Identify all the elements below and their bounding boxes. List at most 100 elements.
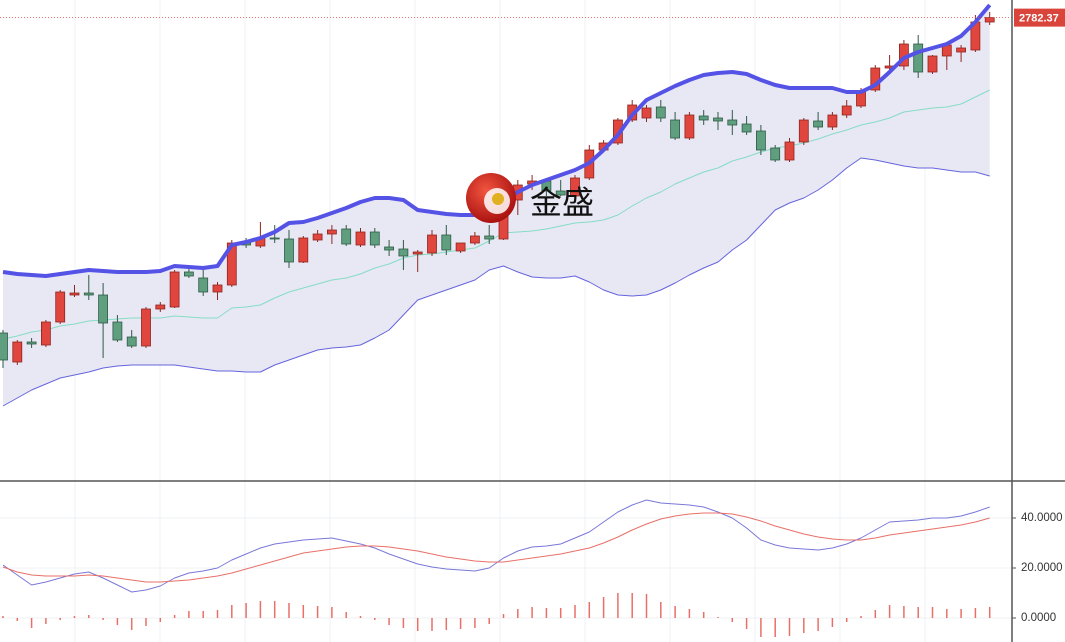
candle-body	[12, 341, 23, 363]
candle-body	[98, 294, 108, 324]
candle-body	[427, 234, 437, 254]
candle-body	[355, 231, 366, 246]
candle-body	[369, 231, 380, 246]
histogram-bar	[88, 615, 90, 618]
histogram-bar	[502, 614, 505, 618]
candle-body	[670, 119, 680, 139]
histogram-bar	[30, 618, 33, 628]
histogram-bar	[545, 608, 548, 618]
histogram-bar	[259, 601, 262, 618]
histogram-bar	[116, 618, 119, 625]
histogram-bar	[517, 609, 519, 618]
y-tick-label: 0.0000	[1021, 612, 1056, 624]
band-fill	[3, 5, 990, 406]
candle-body	[198, 277, 209, 293]
histogram-bar	[888, 605, 891, 618]
histogram-bar	[173, 615, 176, 618]
candle-body	[741, 123, 752, 133]
histogram-bar	[688, 609, 691, 618]
histogram-bar	[946, 609, 948, 618]
histogram-bar	[130, 618, 133, 630]
histogram-bar	[288, 603, 290, 618]
histogram-bar	[374, 618, 376, 620]
histogram-bar	[760, 618, 762, 637]
candle-body	[827, 114, 838, 128]
histogram-bar	[402, 618, 405, 628]
histogram-bar	[845, 618, 848, 622]
candle-body	[684, 114, 695, 139]
candle-body	[155, 304, 166, 310]
histogram-bar	[631, 593, 633, 618]
histogram-bar	[531, 607, 533, 618]
candle-body	[727, 119, 738, 126]
histogram-bar	[960, 609, 962, 618]
histogram-bar	[416, 618, 419, 631]
candle-body	[212, 284, 223, 293]
candle-body	[284, 238, 294, 263]
candle-body	[984, 17, 995, 23]
histogram-bar	[16, 618, 19, 621]
last-price-label: 2782.37	[1019, 13, 1059, 25]
candle-body	[384, 246, 395, 251]
candle-body	[69, 292, 80, 296]
band-middle	[2, 89, 990, 340]
histogram-bar	[2, 616, 4, 618]
histogram-bar	[316, 606, 319, 618]
candle-body	[169, 271, 180, 308]
histogram-bar	[102, 618, 104, 620]
histogram-bar	[860, 616, 862, 618]
histogram-bar	[488, 618, 490, 624]
candle-body	[41, 321, 51, 346]
histogram-bar	[617, 593, 619, 618]
histogram-bar	[788, 618, 791, 636]
histogram-bar	[717, 617, 719, 618]
histogram-bar	[445, 618, 448, 630]
watermark-text: 金盛	[530, 184, 594, 220]
candle-body	[412, 251, 423, 255]
candle-body	[112, 321, 123, 341]
candle-body	[126, 336, 137, 347]
histogram-bar	[817, 618, 819, 631]
histogram-bar	[216, 610, 219, 618]
histogram-bar	[59, 618, 61, 620]
histogram-bar	[188, 611, 190, 618]
histogram-bar	[745, 618, 748, 629]
histogram-bar	[302, 605, 305, 618]
histogram-bar	[831, 618, 834, 627]
y-tick-label: 20.0000	[1021, 562, 1063, 574]
band-lower	[2, 157, 990, 407]
indicator-panel	[0, 499, 1012, 637]
histogram-bar	[917, 607, 919, 618]
candle-body	[183, 271, 194, 277]
candle-body	[798, 119, 809, 143]
watermark-logo: 金盛	[466, 173, 594, 223]
histogram-bar	[874, 610, 877, 618]
candle-body	[956, 47, 966, 53]
candle-body	[455, 242, 466, 252]
candle-body	[269, 237, 280, 240]
histogram-bar	[774, 618, 776, 637]
candle-body	[484, 235, 495, 240]
candle-body	[813, 120, 823, 128]
candle-body	[55, 291, 66, 323]
candle-body	[756, 130, 766, 151]
candle-body	[441, 234, 452, 251]
last-price-box	[1014, 8, 1065, 27]
histogram-bar	[588, 602, 591, 618]
histogram-bar	[331, 607, 333, 618]
candle-body	[841, 105, 852, 116]
y-tick-label: 40.0000	[1021, 512, 1063, 524]
candle-body	[312, 233, 323, 241]
histogram-bar	[931, 607, 934, 618]
candle-body	[469, 235, 480, 244]
histogram-bar	[559, 608, 562, 618]
histogram-bar	[474, 618, 476, 628]
histogram-bar	[345, 612, 347, 618]
candle-body	[713, 117, 723, 122]
histogram-bar	[73, 616, 76, 618]
candle-body	[555, 190, 566, 196]
histogram-bar	[145, 618, 147, 626]
histogram-bar	[273, 601, 276, 618]
histogram-bar	[988, 607, 991, 618]
